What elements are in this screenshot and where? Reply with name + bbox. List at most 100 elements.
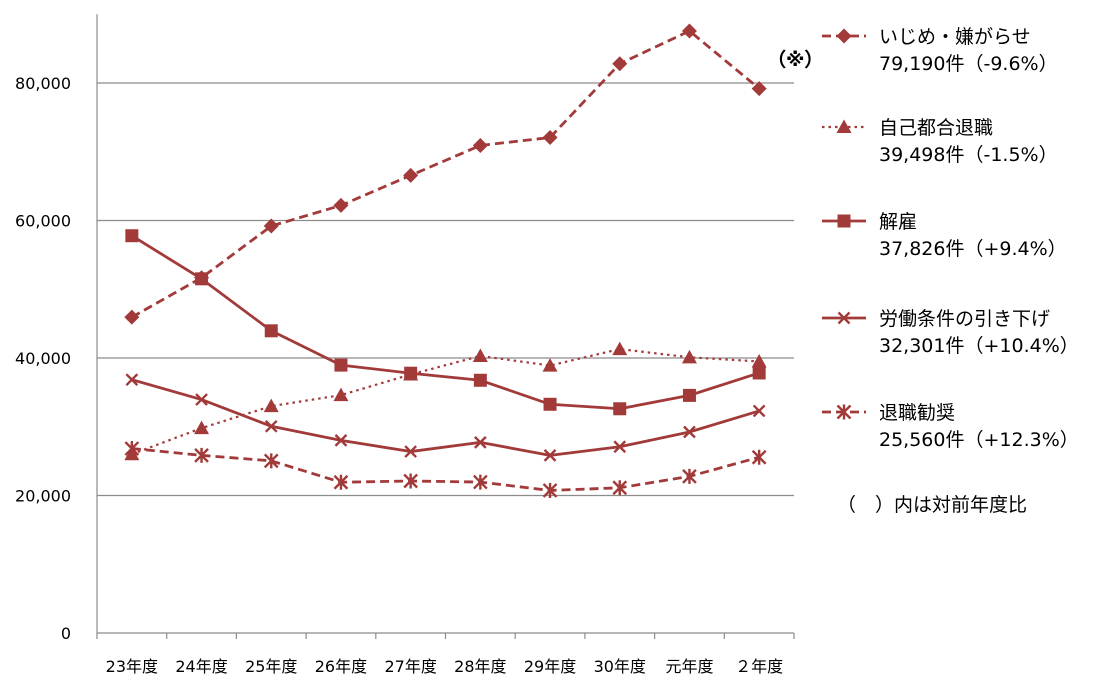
series-1 xyxy=(124,23,767,325)
annotations: （※） xyxy=(767,48,823,71)
axes: 0 20,000 40,000 60,000 80,000 23年度 24年度 25年度 26年… xyxy=(15,14,795,676)
data-point xyxy=(264,419,278,433)
data-point xyxy=(194,447,209,463)
series-line xyxy=(131,347,760,456)
series-line xyxy=(131,234,760,411)
gridlines xyxy=(97,82,794,497)
footnote-ratio-note: （ ）内は対前年度比 xyxy=(837,494,1027,516)
series-4 xyxy=(125,373,766,462)
data-point xyxy=(681,349,697,364)
legend-detail: 39,498件（-1.5%） xyxy=(879,144,1058,166)
data-point xyxy=(404,445,417,458)
x-tick-label: 27年度 xyxy=(384,657,436,676)
y-tick-label: 60,000 xyxy=(15,212,71,231)
data-point xyxy=(542,482,558,498)
data-point xyxy=(263,218,279,234)
legend-entry-4: 労働条件の引き下げ 32,301件（+10.4%） xyxy=(822,308,1079,357)
legend-marker xyxy=(837,214,851,228)
data-point xyxy=(612,56,628,72)
series-line xyxy=(131,378,760,457)
legend-detail: 32,301件（+10.4%） xyxy=(879,335,1079,357)
data-point xyxy=(403,167,419,183)
legend-marker xyxy=(836,119,852,133)
data-point xyxy=(333,474,349,490)
data-point xyxy=(682,468,697,484)
y-tick-label: 40,000 xyxy=(15,349,71,368)
annotation-note-mark: （※） xyxy=(767,48,823,71)
legend-marker xyxy=(836,404,852,420)
data-point xyxy=(751,353,767,368)
data-point xyxy=(612,480,628,496)
series-5 xyxy=(124,441,767,498)
data-point xyxy=(542,358,558,372)
data-point xyxy=(195,272,209,286)
legend-entry-1: いじめ・嫌がらせ 79,190件（-9.6%） xyxy=(822,26,1058,75)
data-point xyxy=(404,366,418,380)
data-point xyxy=(125,229,139,243)
legend-marker xyxy=(837,311,851,325)
y-tick-label: 20,000 xyxy=(15,487,71,506)
data-point xyxy=(195,393,208,406)
x-tick-label: 28年度 xyxy=(454,657,506,676)
data-point xyxy=(124,309,140,325)
x-tick-label: 24年度 xyxy=(175,657,227,676)
legend-detail: 79,190件（-9.6%） xyxy=(879,53,1058,75)
series-line xyxy=(131,29,761,319)
x-tick-label: 元年度 xyxy=(665,657,713,676)
x-tick-label: ２年度 xyxy=(735,657,783,676)
data-point xyxy=(542,130,558,146)
series-2 xyxy=(124,341,767,461)
data-point xyxy=(333,197,349,213)
series-line xyxy=(131,447,760,492)
data-point xyxy=(474,436,487,449)
series-3 xyxy=(125,229,766,416)
legend-label: いじめ・嫌がらせ xyxy=(879,26,1031,48)
data-point xyxy=(752,404,766,418)
data-point xyxy=(751,81,767,97)
data-point xyxy=(472,348,488,362)
data-point xyxy=(751,449,767,465)
data-point xyxy=(263,453,279,469)
x-tick-label: 29年度 xyxy=(524,657,576,676)
x-tick-label: 26年度 xyxy=(315,657,367,676)
data-point xyxy=(264,324,278,338)
data-point xyxy=(613,402,627,416)
legend-entry-3: 解雇 37,826件（+9.4%） xyxy=(822,211,1067,260)
y-tick-label: 80,000 xyxy=(15,74,71,93)
data-point xyxy=(334,434,348,447)
data-point xyxy=(543,397,557,411)
data-point xyxy=(334,358,348,372)
data-point xyxy=(612,341,628,356)
legend: いじめ・嫌がらせ 79,190件（-9.6%） 自己都合退職 39,498件（-1.5… xyxy=(822,26,1079,451)
data-point xyxy=(333,387,349,402)
data-point xyxy=(682,388,696,402)
legend-detail: 25,560件（+12.3%） xyxy=(879,429,1079,451)
data-point xyxy=(125,373,139,387)
data-point xyxy=(473,474,488,490)
y-tick-label: 0 xyxy=(61,624,71,643)
legend-detail: 37,826件（+9.4%） xyxy=(879,238,1067,260)
data-point xyxy=(263,398,279,413)
legend-entry-5: 退職勧奨 25,560件（+12.3%） xyxy=(822,402,1079,451)
data-point xyxy=(403,473,418,489)
legend-label: 退職勧奨 xyxy=(879,402,955,424)
x-tick-label: 25年度 xyxy=(245,657,297,676)
data-point xyxy=(543,448,557,462)
legend-marker xyxy=(836,28,852,44)
legend-label: 解雇 xyxy=(879,211,917,233)
legend-entry-2: 自己都合退職 39,498件（-1.5%） xyxy=(822,117,1058,166)
x-tick-label: 30年度 xyxy=(594,657,646,676)
data-point xyxy=(681,23,697,39)
data-point xyxy=(472,137,488,153)
data-point xyxy=(124,441,140,457)
data-point xyxy=(194,420,210,435)
series-lines xyxy=(124,23,767,498)
x-tick-label: 23年度 xyxy=(106,657,158,676)
legend-label: 自己都合退職 xyxy=(879,117,993,139)
data-point xyxy=(613,440,627,454)
data-point xyxy=(683,425,696,439)
data-point xyxy=(473,373,487,387)
legend-label: 労働条件の引き下げ xyxy=(879,308,1050,330)
